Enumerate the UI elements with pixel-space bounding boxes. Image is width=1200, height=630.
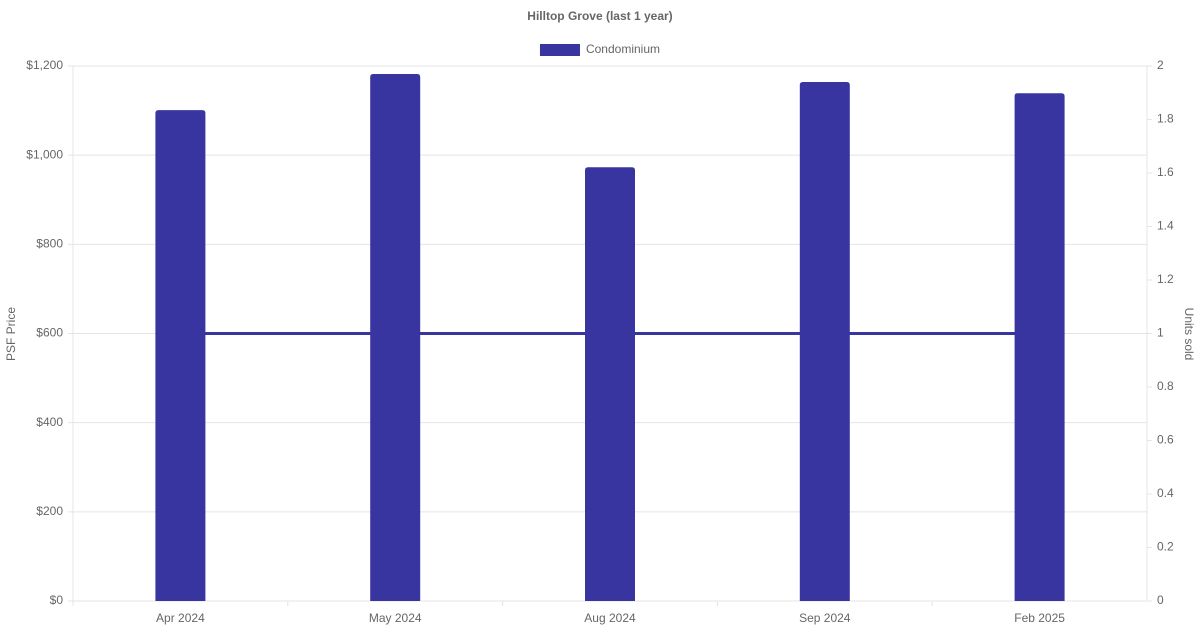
x-tick-label: May 2024 <box>369 611 422 625</box>
y2-tick-label: 0.4 <box>1157 486 1174 500</box>
y2-tick-label: 0.6 <box>1157 433 1174 447</box>
x-tick-label: Apr 2024 <box>156 611 205 625</box>
y-tick-label: $0 <box>50 593 64 607</box>
y2-tick-label: 1.8 <box>1157 112 1174 126</box>
y2-tick-label: 1.2 <box>1157 272 1174 286</box>
y-tick-label: $200 <box>36 504 63 518</box>
x-tick-label: Feb 2025 <box>1014 611 1065 625</box>
y-tick-label: $600 <box>36 326 63 340</box>
y-tick-label: $1,000 <box>26 147 63 161</box>
x-tick-label: Aug 2024 <box>584 611 636 625</box>
bar <box>799 82 850 602</box>
y2-axis-title: Units sold <box>1182 308 1196 361</box>
y-tick-label: $800 <box>36 237 63 251</box>
y-tick-label: $1,200 <box>26 58 63 72</box>
y2-tick-label: 0 <box>1157 593 1164 607</box>
y2-tick-label: 1.4 <box>1157 219 1174 233</box>
y-axis-title: PSF Price <box>4 307 18 361</box>
chart-title: Hilltop Grove (last 1 year) <box>527 9 672 23</box>
bar <box>585 167 635 601</box>
legend-label: Condominium <box>586 42 660 56</box>
y2-tick-label: 1.6 <box>1157 165 1174 179</box>
bar <box>370 74 421 601</box>
legend-swatch <box>539 44 580 56</box>
bar <box>1014 93 1065 601</box>
y2-tick-label: 1 <box>1157 326 1164 340</box>
y2-tick-label: 0.2 <box>1157 540 1174 554</box>
y-tick-label: $400 <box>36 415 63 429</box>
x-tick-label: Sep 2024 <box>799 611 851 625</box>
y2-tick-label: 2 <box>1157 58 1164 72</box>
bar <box>155 110 206 601</box>
y2-tick-label: 0.8 <box>1157 379 1174 393</box>
